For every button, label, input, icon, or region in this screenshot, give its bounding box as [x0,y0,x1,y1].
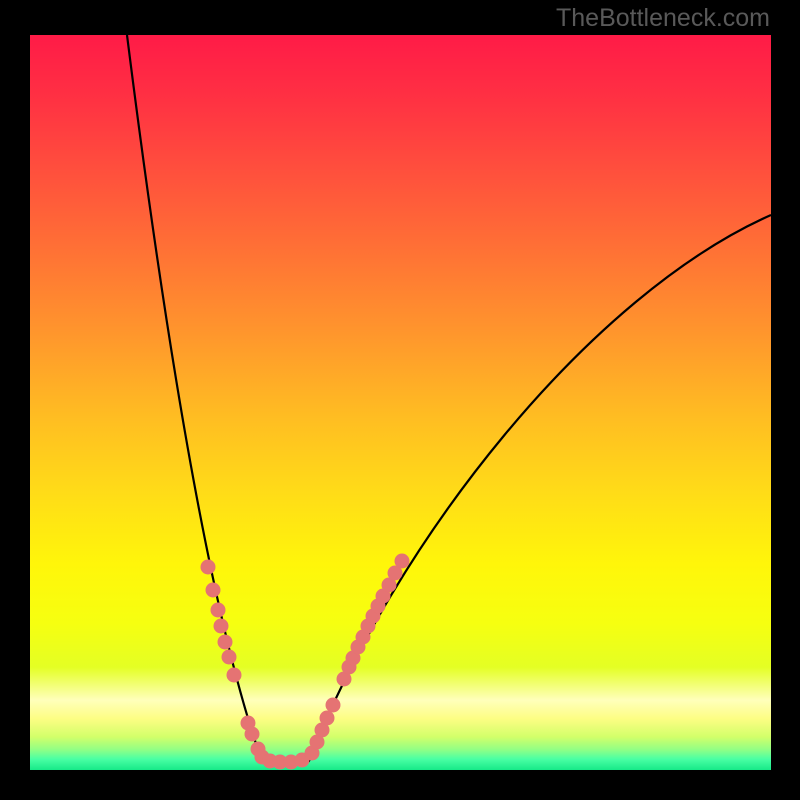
data-point-marker [326,698,341,713]
frame-bottom [0,770,800,800]
frame-right [771,0,800,800]
plot-area [30,35,771,770]
data-point-marker [218,635,233,650]
data-point-marker [245,727,260,742]
data-point-marker [206,583,221,598]
data-point-marker [211,603,226,618]
data-point-marker [227,668,242,683]
watermark-text: TheBottleneck.com [556,4,770,33]
curve [30,35,771,770]
data-point-marker [320,711,335,726]
data-point-marker [214,619,229,634]
data-point-marker [222,650,237,665]
frame-left [0,0,30,800]
data-point-marker [395,554,410,569]
data-point-marker [201,560,216,575]
